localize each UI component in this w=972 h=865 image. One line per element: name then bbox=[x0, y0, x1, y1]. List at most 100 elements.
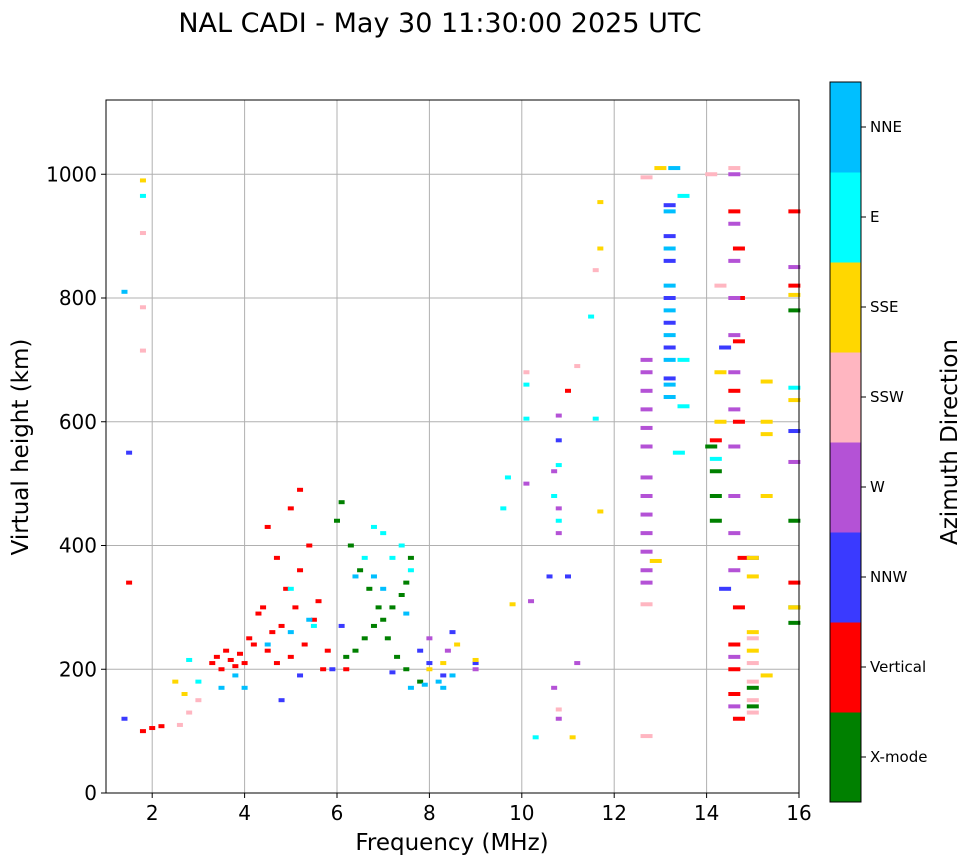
data-point-vertical bbox=[287, 654, 294, 659]
data-point-ssw bbox=[139, 231, 146, 236]
data-point-nnw bbox=[663, 376, 676, 381]
data-point-x-mode bbox=[788, 518, 801, 523]
data-point-vertical bbox=[297, 487, 304, 492]
data-point-e bbox=[532, 735, 539, 740]
data-point-x-mode bbox=[709, 518, 722, 523]
data-point-w bbox=[640, 357, 653, 362]
data-point-ssw bbox=[592, 268, 599, 273]
data-point-w bbox=[728, 221, 741, 226]
data-point-w bbox=[640, 580, 653, 585]
colorbar: X-mode Vertical NNW W SSW SSE E NNE bbox=[829, 81, 927, 803]
data-point-nnw bbox=[663, 234, 676, 239]
x-tick-label: 10 bbox=[509, 801, 534, 825]
data-point-x-mode bbox=[370, 623, 377, 628]
data-point-w bbox=[574, 661, 581, 666]
data-point-sse bbox=[649, 558, 662, 563]
data-point-nne bbox=[306, 617, 313, 622]
data-point-nne bbox=[403, 611, 410, 616]
data-point-w bbox=[728, 654, 741, 659]
data-point-e bbox=[555, 518, 562, 523]
data-point-vertical bbox=[255, 611, 262, 616]
data-point-x-mode bbox=[705, 444, 718, 449]
data-point-x-mode bbox=[709, 469, 722, 474]
data-point-vertical bbox=[250, 642, 257, 647]
data-point-nne bbox=[663, 333, 676, 338]
colorbar-label: NNE bbox=[870, 118, 902, 136]
y-tick-label: 200 bbox=[59, 657, 97, 681]
data-point-nnw bbox=[663, 296, 676, 300]
data-point-w bbox=[555, 506, 562, 511]
data-point-sse bbox=[788, 292, 801, 297]
data-point-nne bbox=[440, 685, 447, 690]
data-point-nne bbox=[421, 682, 428, 687]
colorbar-label: E bbox=[870, 208, 879, 226]
data-points bbox=[121, 166, 801, 740]
data-point-nne bbox=[449, 673, 456, 678]
data-point-nne bbox=[370, 574, 377, 579]
data-point-w bbox=[728, 333, 741, 338]
data-point-vertical bbox=[223, 648, 230, 653]
data-point-x-mode bbox=[389, 605, 396, 610]
data-point-vertical bbox=[273, 661, 280, 666]
data-point-vertical bbox=[139, 729, 146, 734]
data-point-vertical bbox=[565, 388, 571, 393]
data-point-w bbox=[444, 648, 451, 653]
data-point-vertical bbox=[737, 555, 750, 560]
data-point-vertical bbox=[278, 623, 285, 628]
y-axis-ticks: 0 200 400 600 800 1000 bbox=[46, 162, 106, 805]
data-point-vertical bbox=[732, 605, 745, 610]
data-point-nnw bbox=[440, 673, 447, 678]
data-point-e bbox=[195, 679, 202, 684]
data-point-ssw bbox=[555, 707, 562, 712]
data-point-x-mode bbox=[403, 667, 410, 672]
data-point-ssw bbox=[746, 710, 759, 715]
data-point-w bbox=[788, 459, 801, 464]
y-tick-label: 400 bbox=[59, 534, 97, 558]
data-point-w bbox=[523, 481, 530, 486]
x-tick-label: 16 bbox=[786, 801, 811, 825]
data-point-vertical bbox=[269, 630, 276, 635]
data-point-nnw bbox=[663, 203, 676, 208]
data-point-ssw bbox=[728, 166, 741, 171]
data-point-e bbox=[370, 524, 377, 529]
data-point-vertical bbox=[315, 599, 322, 604]
data-point-vertical bbox=[241, 661, 248, 666]
colorbar-segment bbox=[830, 532, 861, 623]
data-point-vertical bbox=[788, 209, 801, 214]
colorbar-segment bbox=[830, 712, 861, 803]
colorbar-label: NNW bbox=[870, 568, 907, 586]
data-point-e bbox=[186, 657, 193, 662]
data-point-vertical bbox=[227, 657, 234, 662]
x-tick-label: 12 bbox=[601, 801, 626, 825]
data-point-x-mode bbox=[417, 679, 424, 684]
data-point-e bbox=[398, 543, 405, 548]
data-point-vertical bbox=[709, 438, 722, 443]
x-tick-label: 6 bbox=[331, 801, 344, 825]
data-point-nne bbox=[407, 685, 414, 690]
colorbar-label: X-mode bbox=[870, 748, 927, 766]
data-point-vertical bbox=[320, 667, 327, 672]
data-point-nnw bbox=[472, 661, 479, 666]
data-point-nne bbox=[121, 289, 128, 294]
data-point-e bbox=[672, 450, 685, 455]
data-point-x-mode bbox=[366, 586, 373, 591]
data-point-e bbox=[407, 568, 414, 573]
data-point-w bbox=[640, 370, 653, 375]
data-point-sse bbox=[760, 419, 773, 424]
data-point-w bbox=[728, 494, 741, 498]
data-point-ssw bbox=[186, 710, 193, 715]
data-point-w bbox=[551, 469, 558, 474]
data-point-vertical bbox=[218, 667, 225, 672]
data-point-x-mode bbox=[403, 580, 410, 585]
chart-title: NAL CADI - May 30 11:30:00 2025 UTC bbox=[178, 8, 701, 39]
data-point-sse bbox=[760, 673, 773, 678]
data-point-w bbox=[640, 549, 653, 554]
data-point-nnw bbox=[126, 450, 133, 455]
data-point-vertical bbox=[287, 506, 294, 511]
data-point-e bbox=[500, 506, 507, 511]
data-point-x-mode bbox=[352, 648, 359, 653]
data-point-x-mode bbox=[394, 654, 401, 659]
data-point-x-mode bbox=[746, 685, 759, 690]
data-point-nnw bbox=[278, 698, 285, 703]
